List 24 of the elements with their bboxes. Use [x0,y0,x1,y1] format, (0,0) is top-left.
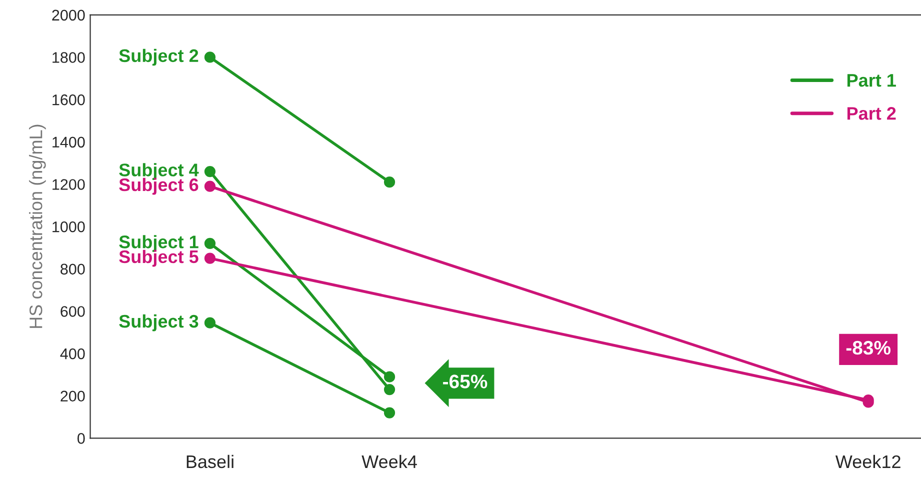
y-tick-label: 1600 [52,94,85,106]
y-axis-title: HS concentration (ng/mL) [29,124,46,328]
y-tick-label: 0 [78,433,85,444]
legend-label: Part 1 [847,74,896,87]
annotation: Subject 6 [119,178,198,195]
y-tick-label: 1200 [52,179,85,190]
legend-label: Part 2 [847,107,896,120]
y-tick-label: 1800 [52,52,85,63]
annotation: Subject 2 [119,48,198,66]
y-tick-label: 800 [60,264,85,275]
y-tick-label: 2000 [52,10,85,21]
annotation: Subject 5 [119,250,198,267]
x-tick-label: Week4 [362,454,417,468]
annotation: -83% [846,340,891,355]
y-tick-label: 600 [60,306,85,317]
y-tick-label: 200 [60,390,85,402]
annotation: Subject 1 [119,235,198,252]
y-tick-label: 1400 [52,136,85,148]
y-tick-label: 1000 [52,221,85,232]
x-tick-label: Week12 [835,454,900,468]
annotation: -65% [443,374,488,388]
annotation: Subject 3 [119,314,198,332]
x-tick-label: Baseli [186,454,234,468]
y-tick-label: 400 [60,348,85,360]
